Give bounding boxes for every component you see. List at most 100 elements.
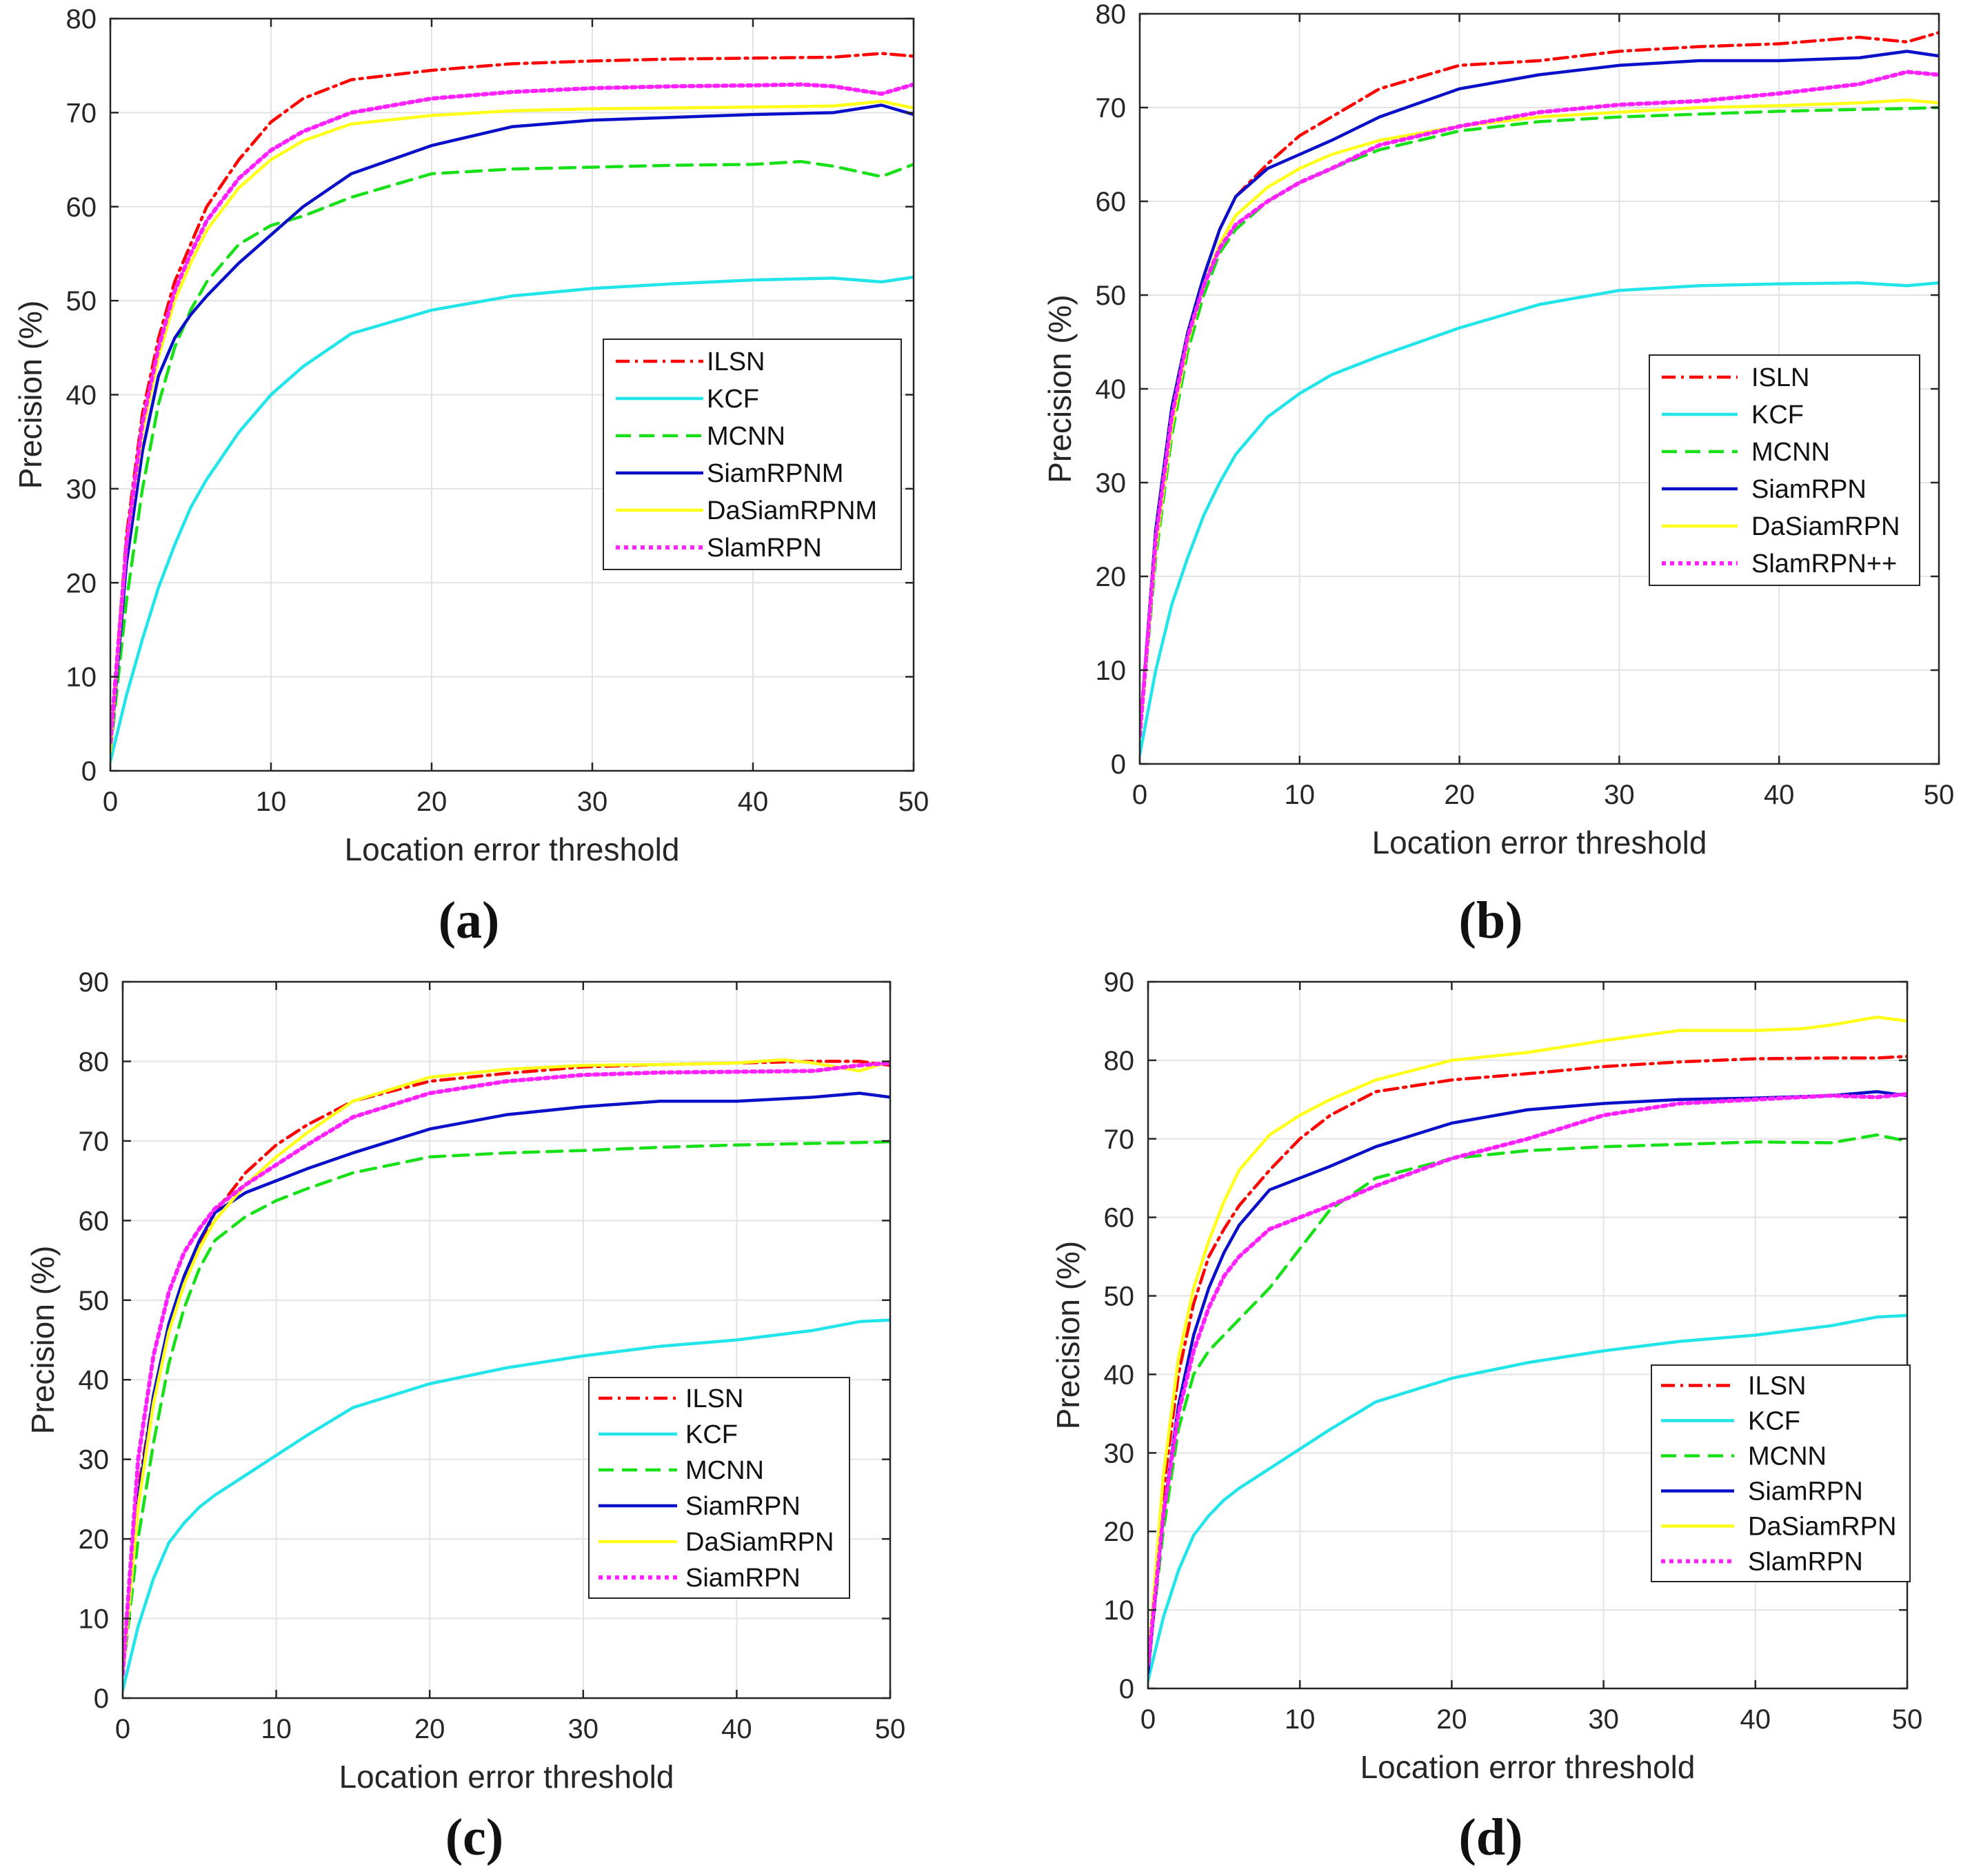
x-tick-label: 20: [1444, 780, 1475, 810]
y-tick-label: 50: [1096, 281, 1127, 311]
y-tick-label: 40: [66, 381, 97, 411]
y-axis-label: Precision (%): [12, 301, 48, 490]
legend-label: ISLN: [1751, 363, 1809, 392]
series-line-ilsn: [1148, 1054, 1907, 1667]
y-tick-label: 80: [1104, 1046, 1135, 1076]
series-line-dasiamrpn: [1148, 1016, 1907, 1667]
x-tick-label: 10: [1285, 1704, 1316, 1735]
y-axis-label: Precision (%): [25, 1246, 61, 1435]
x-tick-label: 40: [1764, 780, 1795, 810]
x-tick-label: 30: [568, 1714, 599, 1744]
x-tick-label: 20: [416, 787, 447, 817]
legend-label: ILSN: [685, 1384, 743, 1413]
y-tick-label: 10: [1104, 1595, 1135, 1626]
y-tick-label: 80: [66, 4, 97, 34]
series-line-ilsn: [110, 52, 914, 754]
legend-label: KCF: [1748, 1407, 1800, 1436]
y-tick-label: 20: [79, 1524, 110, 1555]
y-tick-label: 30: [1096, 468, 1127, 498]
x-tick-label: 50: [1892, 1704, 1923, 1735]
legend-label: DaSiamRPN: [1748, 1513, 1896, 1542]
y-tick-label: 60: [66, 192, 97, 223]
series-line-dasiamrpn: [123, 1058, 890, 1676]
panel-label: (c): [445, 1808, 503, 1866]
y-tick-label: 0: [94, 1684, 109, 1714]
panel-a: 0 10 20 30 40 50 0 10 20 30 40 50 60 70 80 Location err…: [12, 4, 929, 949]
series-group: [110, 52, 914, 763]
legend-label: KCF: [685, 1420, 738, 1449]
legend-label: DaSiamRPN: [685, 1528, 834, 1557]
legend: ILSN KCF MCNN SiamRPNM DaSiamRPNM SlamRPN: [603, 339, 902, 570]
series-line-kcf: [123, 1318, 890, 1692]
panel-label: (b): [1459, 891, 1523, 949]
series-line-mcnn: [110, 160, 914, 754]
y-tick-label: 60: [79, 1206, 110, 1236]
y-tick-label: 30: [1104, 1438, 1135, 1469]
legend-label: SiamRPN: [1751, 475, 1867, 504]
y-axis-label: Precision (%): [1050, 1241, 1086, 1430]
legend: ILSN KCF MCNN SiamRPN DaSiamRPN SiamRPN: [588, 1377, 850, 1599]
y-tick-label: 40: [1096, 374, 1127, 405]
panel-label: (a): [439, 891, 500, 949]
legend-label: DaSiamRPNM: [707, 496, 877, 525]
x-tick-label: 0: [1140, 1704, 1156, 1735]
x-tick-label: 50: [875, 1714, 906, 1744]
legend-label: MCNN: [1751, 438, 1830, 467]
series-group: [1148, 1016, 1907, 1682]
y-tick-label: 10: [1096, 656, 1127, 686]
x-tick-label: 0: [1132, 780, 1147, 810]
y-tick-label: 20: [66, 568, 97, 598]
x-tick-label: 10: [1285, 780, 1316, 810]
series-line-slamrpn-: [1140, 70, 1939, 738]
y-tick-label: 20: [1104, 1517, 1135, 1547]
legend-label: KCF: [707, 385, 759, 414]
legend-label: MCNN: [685, 1456, 764, 1485]
legend-label: DaSiamRPN: [1751, 512, 1900, 541]
y-tick-label: 70: [66, 98, 97, 128]
x-tick-label: 50: [1924, 780, 1955, 810]
y-tick-label: 60: [1104, 1203, 1135, 1233]
legend-label: MCNN: [707, 422, 785, 451]
x-tick-label: 20: [1436, 1704, 1467, 1735]
legend-label: MCNN: [1748, 1442, 1827, 1471]
y-tick-label: 90: [1104, 967, 1135, 998]
x-tick-label: 10: [261, 1714, 292, 1744]
y-tick-label: 20: [1096, 562, 1127, 592]
panel-label: (d): [1459, 1808, 1523, 1866]
x-tick-label: 20: [414, 1714, 445, 1744]
x-tick-label: 50: [898, 787, 929, 817]
legend-label: SiamRPN: [1748, 1477, 1863, 1506]
series-line-slamrpn: [110, 82, 914, 745]
y-tick-label: 60: [1096, 187, 1127, 217]
y-tick-label: 10: [66, 663, 97, 693]
y-tick-label: 40: [1104, 1360, 1135, 1390]
x-tick-label: 0: [115, 1714, 130, 1744]
panel-c: 0 10 20 30 40 50 0 10 20 30 40 50 60 70 80 90 Location e…: [25, 967, 905, 1866]
y-tick-label: 80: [1096, 0, 1127, 30]
legend-box: [588, 1377, 850, 1599]
y-tick-label: 0: [1111, 749, 1126, 780]
series-line-slamrpn: [1148, 1091, 1907, 1667]
legend: ILSN KCF MCNN SiamRPN DaSiamRPN SlamRPN: [1651, 1364, 1911, 1582]
series-line-kcf: [1140, 281, 1939, 756]
legend: ISLN KCF MCNN SiamRPN DaSiamRPN SlamRPN++: [1649, 354, 1920, 586]
legend-label: SlamRPN: [1748, 1548, 1863, 1577]
y-tick-label: 40: [79, 1365, 110, 1395]
x-tick-label: 40: [1740, 1704, 1771, 1735]
plot-area: [1148, 982, 1907, 1688]
series-line-mcnn: [1148, 1133, 1907, 1667]
legend-label: SiamRPNM: [707, 459, 843, 488]
axes-box: [1147, 980, 1909, 1690]
legend-label: SiamRPN: [685, 1564, 801, 1593]
legend-label: ILSN: [1748, 1372, 1806, 1401]
legend-label: SlamRPN: [707, 534, 822, 563]
y-tick-label: 30: [79, 1445, 110, 1475]
series-line-siamrpn: [123, 1091, 890, 1676]
series-line-kcf: [1148, 1313, 1907, 1682]
panel-b: 0 10 20 30 40 50 0 10 20 30 40 50 60 70 80 Location err…: [1042, 0, 1954, 949]
series-group: [1140, 30, 1939, 756]
legend-box: [1651, 1364, 1911, 1582]
y-tick-label: 50: [66, 286, 97, 316]
x-tick-label: 10: [256, 787, 287, 817]
